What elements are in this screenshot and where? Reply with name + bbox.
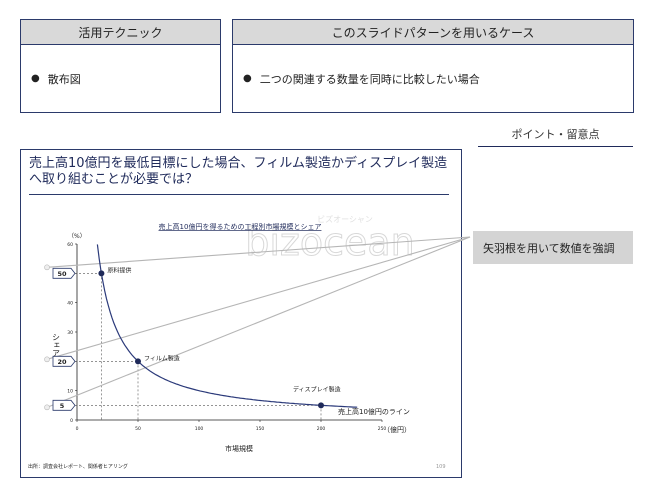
x-tick-label: 150 [256, 426, 265, 432]
value-flag-text: 50 [57, 270, 67, 278]
chart-axes: 0102030405060050100150200250 [67, 242, 386, 432]
technique-item: ● 散布図 [21, 45, 220, 112]
source-note: 出所：調査会社レポート、関係者ヒアリング [28, 463, 128, 470]
value-flags: 50 20 5 [52, 267, 76, 411]
slide-title-rule [29, 194, 449, 195]
technique-item-text: 散布図 [47, 72, 81, 86]
guide-lines [71, 273, 322, 420]
point-label: ディスプレイ製造 [293, 385, 341, 393]
x-tick-label: 200 [317, 426, 326, 432]
curve-label: 売上高10億円のライン [338, 407, 410, 416]
slide-title: 売上高10億円を最低目標にした場合、フィルム製造かディスプレイ製造へ取り組むこと… [29, 156, 448, 187]
bullet-icon: ● [243, 73, 252, 84]
x-tick-label: 50 [135, 426, 141, 432]
slide-preview: 売上高10億円を最低目標にした場合、フィルム製造かディスプレイ製造へ取り組むこと… [20, 149, 462, 478]
y-axis-title: シェア [52, 333, 61, 357]
watermark-kana: ビズオーシャン [317, 214, 373, 224]
ray-origin-dot [44, 264, 50, 271]
case-box: このスライドパターンを用いるケース ● 二つの関連する数量を同時に比較したい場合 [232, 19, 634, 113]
y-tick-label: 60 [67, 242, 73, 248]
arrow-rays [44, 236, 471, 411]
watermark-text: bizocean [245, 220, 415, 264]
value-flag-text: 5 [60, 402, 65, 410]
x-tick-label: 250 [378, 426, 387, 432]
x-tick-label: 0 [76, 426, 79, 432]
ray-origin-dot [44, 356, 50, 363]
point-note: 矢羽根を用いて数値を強調 [473, 231, 633, 264]
x-tick-label: 100 [195, 426, 204, 432]
point-label: フィルム製造 [144, 354, 180, 362]
data-point [135, 358, 141, 365]
value-flag [52, 355, 76, 367]
arrow-ray [46, 236, 471, 268]
arrow-ray [46, 236, 471, 360]
x-axis-title: 市場規模 [225, 444, 253, 453]
watermark: bizocean ビズオーシャン [245, 214, 416, 265]
sales-curve [96, 244, 358, 408]
case-box-header: このスライドパターンを用いるケース [233, 20, 633, 45]
y-tick-label: 10 [67, 389, 73, 395]
y-tick-label: 30 [67, 330, 73, 336]
point-title: ポイント・留意点 [511, 128, 600, 141]
point-label: 原料提供 [107, 266, 131, 274]
technique-box-header: 活用テクニック [21, 20, 220, 45]
value-flag [52, 399, 76, 411]
value-flag-text: 20 [57, 358, 67, 366]
case-item-text: 二つの関連する数量を同時に比較したい場合 [259, 72, 480, 86]
technique-box: 活用テクニック ● 散布図 [20, 19, 221, 113]
data-point [318, 402, 324, 409]
case-item: ● 二つの関連する数量を同時に比較したい場合 [233, 45, 633, 112]
chart-title: 売上高10億円を得るための工程別市場規模とシェア [159, 222, 322, 231]
x-unit-label: （億円） [383, 425, 411, 434]
bullet-icon: ● [31, 73, 40, 84]
ray-origin-dot [44, 404, 50, 411]
y-tick-label: 40 [67, 301, 73, 307]
data-point [98, 270, 105, 277]
page-number: 109 [436, 464, 446, 470]
y-tick-label: 0 [70, 418, 73, 424]
y-unit-label: （%） [68, 233, 86, 240]
point-divider [478, 146, 633, 147]
value-flag [52, 267, 76, 279]
arrow-ray [46, 236, 471, 408]
